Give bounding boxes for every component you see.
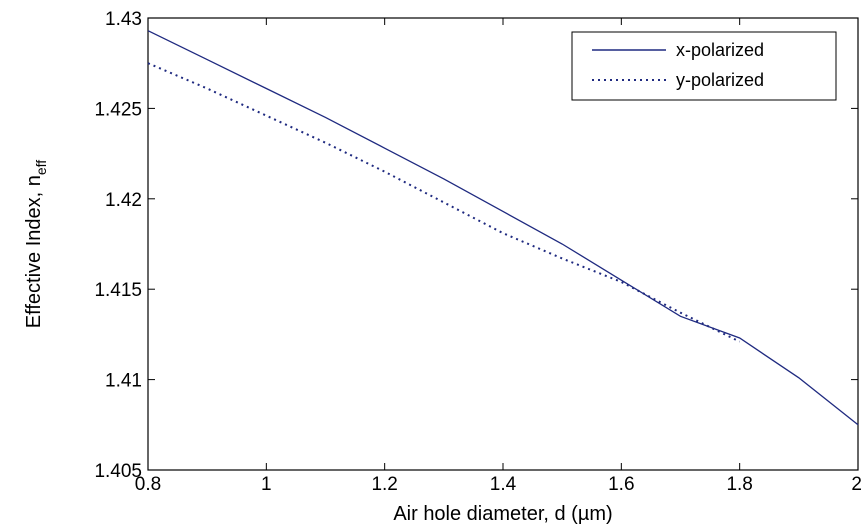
series-line-x-polarized	[147, 30, 859, 426]
x-tick-label: 1.4	[490, 474, 517, 495]
y-tick-label: 1.405	[94, 461, 142, 482]
y-tick-label: 1.425	[94, 99, 142, 120]
legend-label-y-polarized: y-polarized	[676, 70, 764, 90]
y-tick-label: 1.415	[94, 280, 142, 301]
x-tick-label: 1.6	[608, 474, 634, 495]
x-tick-label: 2	[851, 474, 862, 495]
series-layer	[147, 30, 859, 426]
y-axis-label-subscript: eff	[33, 160, 49, 175]
legend-box	[571, 31, 837, 101]
legend-label-x-polarized: x-polarized	[676, 40, 764, 60]
y-axis-label-main: Effective Index, n	[23, 175, 45, 328]
x-tick-label: 1.8	[726, 474, 752, 495]
x-tick-label: 0.8	[135, 474, 161, 495]
x-axis-label: Air hole diameter, d (µm)	[393, 503, 612, 525]
legend: x-polarized y-polarized	[571, 31, 837, 101]
x-tick-label: 1.2	[371, 474, 397, 495]
axis-ticks: 0.8 1 1.2 1.4 1.6 1.8 2 1.405 1.41 1.415 1.42 1.425…	[94, 9, 862, 495]
y-axis-label: Effective Index, neff	[23, 160, 49, 328]
y-tick-label: 1.41	[105, 371, 142, 392]
y-tick-label: 1.42	[105, 190, 142, 211]
y-tick-label: 1.43	[105, 9, 142, 30]
x-tick-label: 1	[261, 474, 272, 495]
